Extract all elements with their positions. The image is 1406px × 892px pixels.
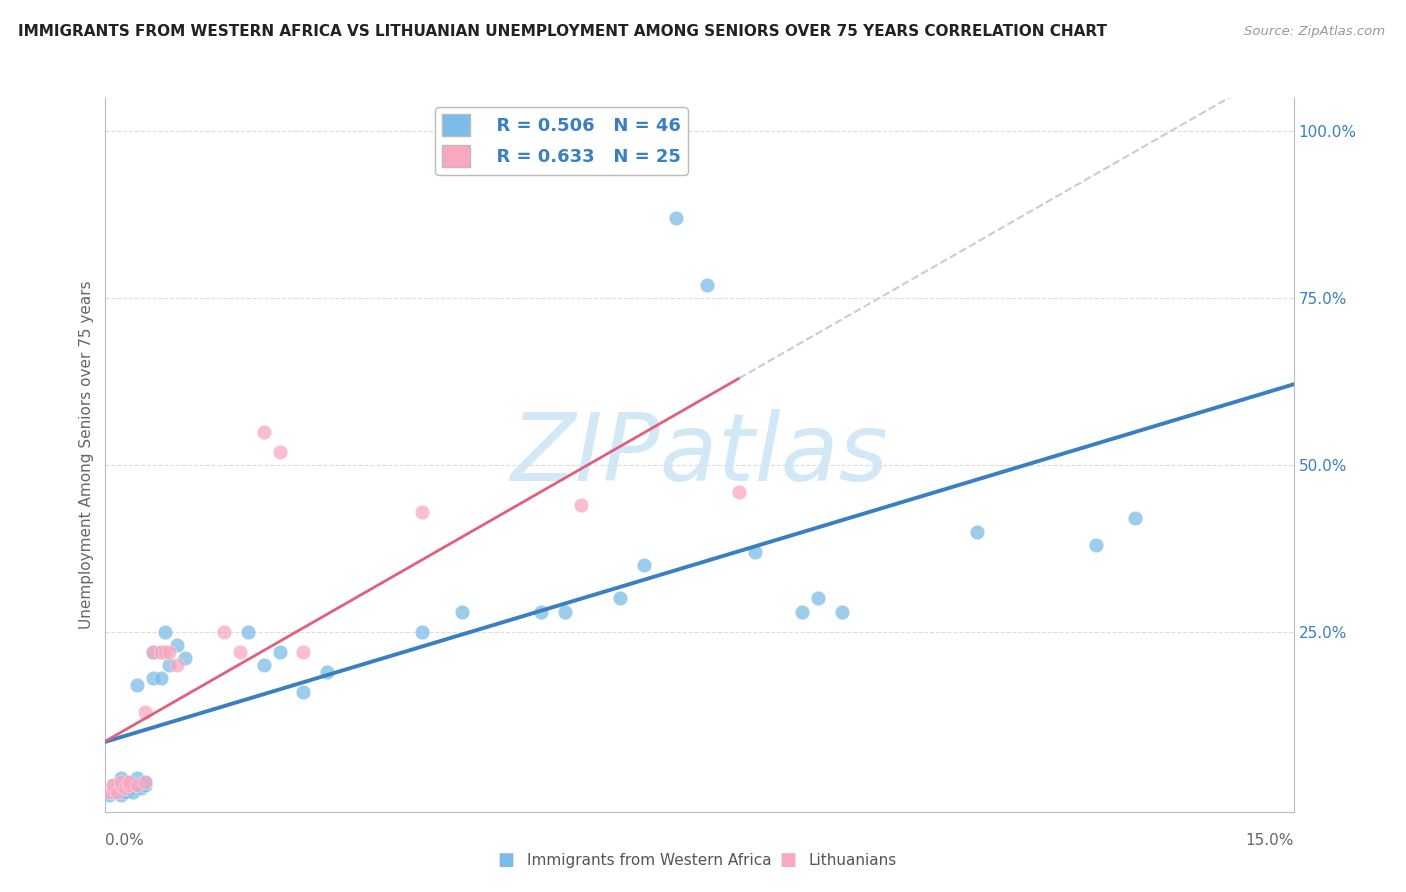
Point (633, 558, 655, 572)
Point (792, 605, 814, 619)
Point (110, 778, 132, 792)
Point (411, 505, 433, 519)
Point (105, 781, 128, 796)
Point (554, 605, 576, 619)
Point (665, 211, 688, 226)
Point (122, 785, 145, 799)
Point (110, 788, 132, 802)
Point (118, 781, 141, 796)
Point (569, 498, 592, 512)
Point (114, 785, 136, 799)
Point (831, 605, 853, 619)
Point (127, 772, 149, 786)
Point (609, 591, 631, 606)
Point (134, 778, 156, 792)
Point (114, 781, 136, 796)
Point (1084, 538, 1107, 552)
Point (728, 484, 751, 499)
Point (98, 785, 121, 799)
Point (110, 774, 132, 789)
Point (103, 781, 125, 796)
Text: Lithuanians: Lithuanians (808, 854, 897, 868)
Point (118, 774, 141, 789)
Point (236, 624, 259, 639)
Point (149, 671, 172, 685)
Point (166, 658, 188, 673)
Point (530, 605, 553, 619)
Point (1123, 511, 1146, 525)
Point (153, 645, 176, 659)
Point (292, 645, 315, 659)
Point (450, 605, 472, 619)
Point (134, 774, 156, 789)
Point (103, 785, 125, 799)
Point (157, 658, 180, 673)
Point (118, 778, 141, 792)
Point (253, 425, 276, 439)
Point (173, 651, 195, 665)
Point (166, 638, 188, 652)
Point (134, 705, 156, 719)
Point (127, 778, 149, 792)
Point (807, 591, 830, 606)
Point (142, 645, 165, 659)
Point (214, 624, 236, 639)
Point (269, 444, 291, 458)
Point (129, 781, 152, 796)
Point (134, 774, 156, 789)
Point (103, 778, 125, 792)
Point (157, 645, 180, 659)
Text: ■: ■ (498, 851, 515, 869)
Point (142, 671, 165, 685)
Point (105, 785, 128, 799)
Text: IMMIGRANTS FROM WESTERN AFRICA VS LITHUANIAN UNEMPLOYMENT AMONG SENIORS OVER 75 : IMMIGRANTS FROM WESTERN AFRICA VS LITHUA… (18, 24, 1108, 38)
Point (292, 684, 315, 698)
Point (118, 774, 141, 789)
Point (316, 665, 339, 679)
Text: Source: ZipAtlas.com: Source: ZipAtlas.com (1244, 25, 1385, 37)
Point (269, 645, 291, 659)
Point (253, 658, 276, 673)
Point (153, 624, 176, 639)
Text: Immigrants from Western Africa: Immigrants from Western Africa (527, 854, 772, 868)
Point (110, 778, 132, 792)
Point (744, 544, 766, 558)
Point (110, 772, 132, 786)
Point (149, 645, 172, 659)
Point (411, 624, 433, 639)
Text: 0.0%: 0.0% (105, 833, 145, 847)
Text: 15.0%: 15.0% (1246, 833, 1294, 847)
Point (149, 645, 172, 659)
Point (696, 277, 718, 292)
Point (966, 524, 988, 539)
Point (103, 778, 125, 792)
Point (127, 778, 149, 792)
Y-axis label: Unemployment Among Seniors over 75 years: Unemployment Among Seniors over 75 years (79, 281, 94, 629)
Legend:   R = 0.506   N = 46,   R = 0.633   N = 25: R = 0.506 N = 46, R = 0.633 N = 25 (436, 107, 688, 175)
Point (118, 778, 141, 792)
Point (127, 678, 149, 692)
Text: ■: ■ (779, 851, 796, 869)
Point (142, 645, 165, 659)
Point (229, 645, 252, 659)
Text: ZIPatlas: ZIPatlas (510, 409, 889, 500)
Point (98, 788, 121, 802)
